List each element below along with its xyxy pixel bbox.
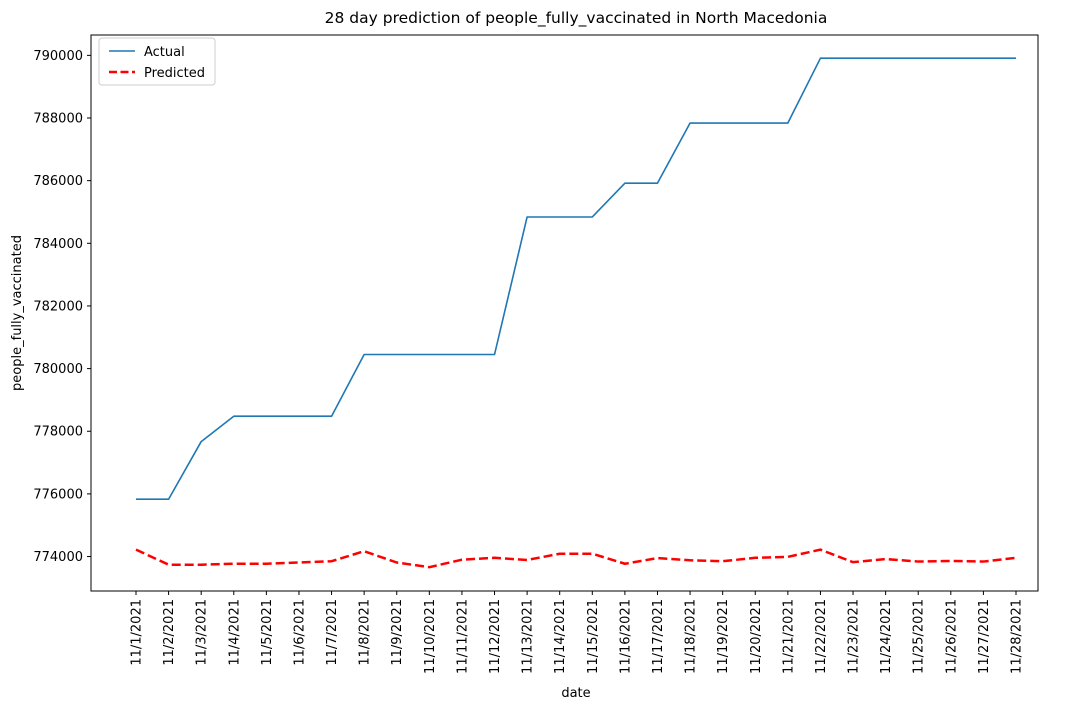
- x-tick-label: 11/18/2021: [684, 599, 699, 674]
- axes-layer: 774000 776000 778000 780000 782000 784000 7860…: [33, 34, 1039, 674]
- x-tick-label: 11/10/2021: [423, 599, 438, 674]
- series-line-predicted: [135, 548, 1017, 569]
- x-tick-label: 11/5/2021: [260, 599, 275, 666]
- series-layer: [135, 57, 1017, 569]
- x-tick-label: 11/13/2021: [521, 599, 536, 674]
- x-tick-label: 11/3/2021: [195, 599, 210, 666]
- x-tick-label: 11/23/2021: [847, 599, 862, 674]
- x-tick-label: 11/20/2021: [749, 599, 764, 674]
- y-tick-label: 780000: [33, 362, 83, 377]
- y-axis-label: people_fully_vaccinated: [10, 235, 25, 391]
- x-tick-label: 11/17/2021: [651, 599, 666, 674]
- x-tick-label: 11/8/2021: [358, 599, 373, 666]
- x-tick-label: 11/16/2021: [618, 599, 633, 674]
- x-tick-label: 11/15/2021: [586, 599, 601, 674]
- y-tick-label: 790000: [33, 49, 83, 64]
- x-tick-label: 11/11/2021: [455, 599, 470, 674]
- x-tick-label: 11/25/2021: [912, 599, 927, 674]
- y-tick-label: 788000: [33, 112, 83, 127]
- x-axis-label: date: [561, 686, 590, 701]
- x-tick-label: 11/27/2021: [977, 599, 992, 674]
- x-tick-label: 11/2/2021: [162, 599, 177, 666]
- x-tick-label: 11/9/2021: [390, 599, 405, 666]
- x-tick-label: 11/7/2021: [325, 599, 340, 666]
- x-tick-label: 11/28/2021: [1010, 599, 1025, 674]
- series-line-actual: [136, 57, 1016, 501]
- y-tick-label: 784000: [33, 237, 83, 252]
- x-tick-label: 11/19/2021: [716, 599, 731, 674]
- x-tick-label: 11/14/2021: [553, 599, 568, 674]
- x-tick-label: 11/1/2021: [130, 599, 145, 666]
- y-tick-label: 778000: [33, 425, 83, 440]
- x-tick-label: 11/22/2021: [814, 599, 829, 674]
- x-tick-label: 11/26/2021: [944, 599, 959, 674]
- y-tick-label: 774000: [33, 550, 83, 565]
- x-tick-label: 11/12/2021: [488, 599, 503, 674]
- chart-title: 28 day prediction of people_fully_vaccin…: [325, 9, 828, 28]
- legend-actual-label: Actual: [144, 45, 185, 60]
- plot-frame: [90, 34, 1039, 592]
- x-tick-label: 11/21/2021: [781, 599, 796, 674]
- legend: Actual Predicted: [98, 37, 216, 86]
- x-tick-label: 11/24/2021: [879, 599, 894, 674]
- legend-predicted-label: Predicted: [144, 66, 205, 81]
- x-tick-label: 11/4/2021: [227, 599, 242, 666]
- y-tick-label: 786000: [33, 174, 83, 189]
- y-tick-label: 782000: [33, 299, 83, 314]
- x-tick-label: 11/6/2021: [292, 599, 307, 666]
- y-tick-label: 776000: [33, 487, 83, 502]
